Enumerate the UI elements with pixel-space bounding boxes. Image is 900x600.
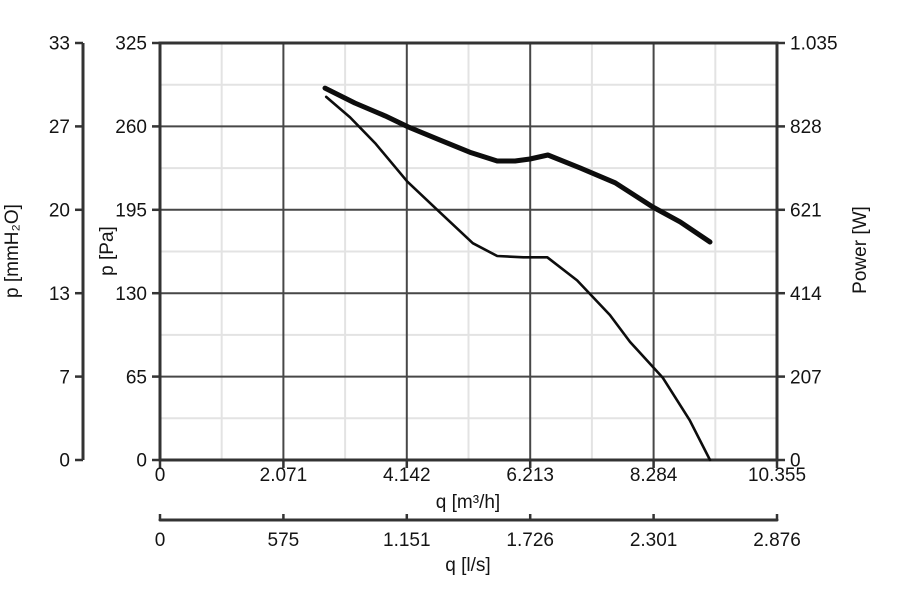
mmh2o-tick-label: 27	[49, 117, 70, 138]
ls-tick-label: 1.151	[383, 530, 431, 551]
power-tick-label: 207	[790, 367, 822, 388]
mmh2o-tick-label: 13	[49, 284, 70, 305]
pa-tick-label: 0	[136, 451, 147, 472]
power-tick-label: 828	[790, 117, 822, 138]
curve-static-pressure	[324, 95, 712, 462]
m3h-tick-label: 4.142	[383, 465, 431, 486]
pa-tick-label: 260	[115, 117, 147, 138]
pa-tick-label: 195	[115, 200, 147, 221]
m3h-tick-label: 0	[155, 465, 166, 486]
m3h-tick-label: 6.213	[506, 465, 554, 486]
ls-axis-title: q [l/s]	[445, 555, 491, 576]
power-tick-label: 414	[790, 284, 822, 305]
ls-tick-label: 575	[268, 530, 300, 551]
plot-border	[158, 41, 779, 462]
pa-axis-title: p [Pa]	[97, 226, 118, 276]
mmh2o-tick-label: 33	[49, 34, 70, 55]
ls-tick-label: 2.301	[630, 530, 678, 551]
ls-tick-label: 1.726	[506, 530, 554, 551]
power-axis-title: Power [W]	[850, 206, 871, 294]
m3h-tick-label: 2.071	[260, 465, 308, 486]
ls-tick-label: 2.876	[753, 530, 801, 551]
m3h-axis-title: q [m³/h]	[435, 492, 501, 513]
pa-tick-label: 325	[115, 34, 147, 55]
mmh2o-tick-label: 0	[59, 451, 70, 472]
m3h-tick-label: 8.284	[630, 465, 678, 486]
mmh2o-tick-label: 7	[59, 367, 70, 388]
pa-tick-label: 130	[115, 284, 147, 305]
curve-power-input	[322, 85, 713, 245]
mmh2o-tick-label: 20	[49, 200, 70, 221]
ls-tick-label: 0	[155, 530, 166, 551]
mmh2o-axis-title: p [mmH₂O]	[2, 204, 23, 298]
pa-tick-label: 65	[126, 367, 147, 388]
power-tick-label: 621	[790, 200, 822, 221]
power-tick-label: 1.035	[790, 34, 838, 55]
power-tick-label: 0	[790, 451, 801, 472]
m3h-tick-label: 10.355	[748, 465, 806, 486]
